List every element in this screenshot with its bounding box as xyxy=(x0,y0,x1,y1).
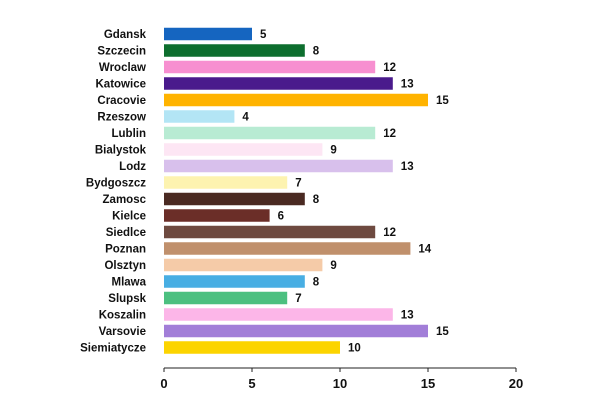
value-label: 9 xyxy=(330,260,336,272)
bar xyxy=(164,225,376,239)
value-label: 5 xyxy=(260,29,267,41)
value-label: 15 xyxy=(436,326,449,338)
category-label: Lublin xyxy=(112,128,147,140)
bars-group: Gdansk 5 Szczecin 8 Wroclaw 12 Katowice 13 Craco… xyxy=(80,27,449,355)
bar xyxy=(164,291,288,305)
value-label: 8 xyxy=(313,277,320,289)
bar xyxy=(164,341,340,354)
bar xyxy=(164,126,376,140)
value-label: 7 xyxy=(295,293,301,305)
bar xyxy=(164,242,411,255)
value-label: 12 xyxy=(383,128,396,140)
bar xyxy=(164,192,305,206)
bar xyxy=(164,27,252,41)
bar xyxy=(164,209,270,222)
bar xyxy=(164,275,305,288)
category-label: Katowice xyxy=(96,79,147,91)
bar xyxy=(164,324,428,338)
value-label: 12 xyxy=(383,62,396,74)
bar xyxy=(164,159,393,173)
x-tick-label: 15 xyxy=(421,376,435,391)
bar xyxy=(164,60,376,74)
value-label: 9 xyxy=(330,145,336,157)
category-label: Mlawa xyxy=(111,277,146,289)
x-tick-label: 20 xyxy=(509,376,523,391)
category-label: Siemiatycze xyxy=(80,343,146,355)
value-label: 13 xyxy=(401,310,414,322)
bar xyxy=(164,93,428,107)
category-label: Siedlce xyxy=(106,227,146,239)
category-label: Poznan xyxy=(105,244,146,256)
category-label: Koszalin xyxy=(99,310,146,322)
bar xyxy=(164,143,323,156)
category-label: Slupsk xyxy=(108,293,146,305)
category-label: Bydgoszcz xyxy=(86,178,146,190)
x-tick-label: 5 xyxy=(248,376,255,391)
x-tick-label: 0 xyxy=(160,376,167,391)
x-tick-label: 10 xyxy=(333,376,347,391)
value-label: 8 xyxy=(313,46,320,58)
value-label: 7 xyxy=(295,178,301,190)
value-label: 13 xyxy=(401,161,414,173)
value-label: 8 xyxy=(313,194,320,206)
bar xyxy=(164,77,393,90)
value-label: 13 xyxy=(401,79,414,91)
category-label: Kielce xyxy=(112,211,146,223)
value-label: 6 xyxy=(278,211,284,223)
value-label: 15 xyxy=(436,95,449,107)
category-label: Lodz xyxy=(119,161,146,173)
category-label: Gdansk xyxy=(104,29,147,41)
category-label: Cracovie xyxy=(97,95,146,107)
category-label: Zamosc xyxy=(103,194,147,206)
category-label: Varsovie xyxy=(99,326,146,338)
x-axis: 0 5 10 15 20 xyxy=(160,367,523,391)
value-label: 14 xyxy=(418,244,431,256)
category-label: Olsztyn xyxy=(104,260,146,272)
bar xyxy=(164,44,305,57)
bar xyxy=(164,258,323,272)
value-label: 4 xyxy=(242,112,249,124)
bar xyxy=(164,176,288,189)
bar xyxy=(164,110,235,123)
category-label: Bialystok xyxy=(95,145,147,157)
category-label: Szczecin xyxy=(97,46,146,58)
value-label: 10 xyxy=(348,343,361,355)
category-label: Wroclaw xyxy=(99,62,146,74)
category-label: Rzeszow xyxy=(97,112,146,124)
value-label: 12 xyxy=(383,227,396,239)
bar xyxy=(164,308,393,321)
